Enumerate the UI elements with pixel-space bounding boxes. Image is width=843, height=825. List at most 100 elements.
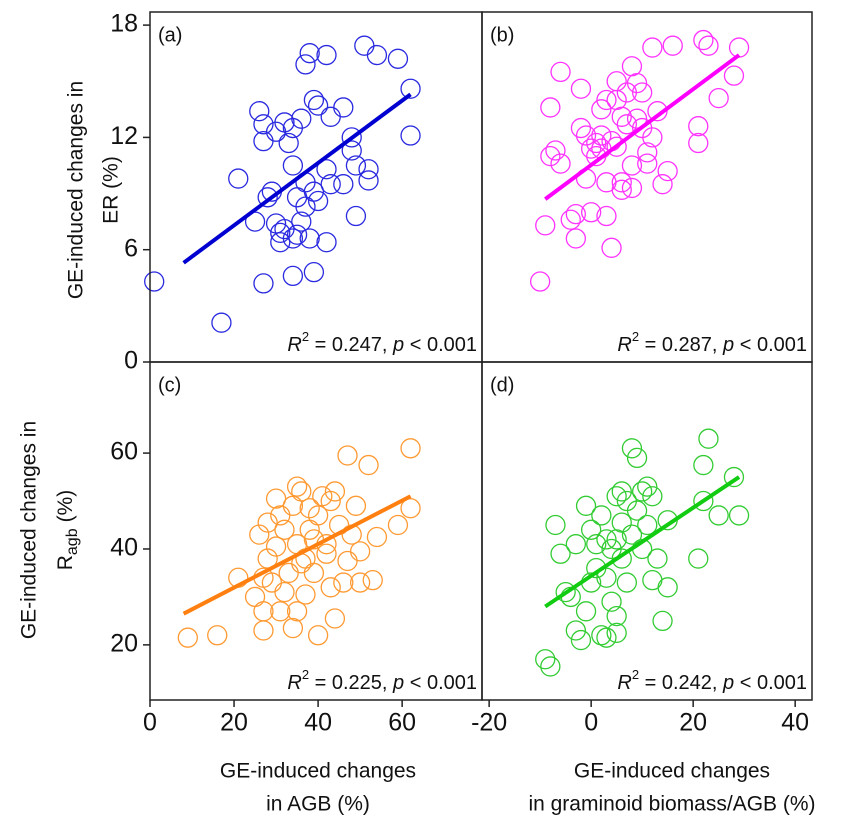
y-tick-label: 0: [124, 347, 138, 375]
point: [316, 159, 337, 180]
point: [253, 601, 274, 622]
y-axis-label: Ragb (%): [54, 490, 82, 571]
point: [591, 625, 612, 646]
point: [253, 130, 274, 152]
panel-label: (b): [490, 24, 514, 46]
x-tick-label: -20: [471, 709, 507, 737]
point: [316, 232, 337, 253]
point: [586, 534, 607, 555]
point: [565, 620, 586, 641]
point: [632, 481, 653, 502]
point: [278, 562, 299, 584]
point: [688, 132, 709, 154]
point: [282, 617, 304, 639]
point: [362, 569, 383, 591]
stat-annotation-part: p: [722, 334, 734, 356]
point: [596, 205, 617, 227]
point: [611, 512, 632, 533]
point: [657, 577, 678, 598]
point: [606, 89, 627, 111]
stat-annotation-part: 2: [632, 667, 639, 682]
point: [621, 524, 643, 545]
point: [286, 224, 308, 245]
point: [211, 312, 232, 333]
stat-annotation-part: p: [392, 672, 404, 694]
point: [575, 495, 597, 516]
point: [282, 155, 304, 176]
point: [580, 202, 602, 223]
point: [565, 203, 586, 225]
point: [601, 237, 622, 258]
point: [337, 445, 358, 466]
point: [652, 610, 673, 632]
point: [400, 125, 421, 146]
point: [580, 519, 602, 540]
point: [320, 490, 341, 512]
point: [637, 476, 658, 497]
stat-annotation: R2 = 0.242, p < 0.001: [617, 667, 807, 694]
point: [295, 584, 316, 605]
point: [286, 601, 308, 622]
point: [253, 114, 274, 135]
x-tick-label: 40: [781, 709, 809, 737]
x-tick-label: 0: [143, 709, 157, 737]
point: [611, 179, 632, 200]
point: [345, 495, 367, 516]
point: [596, 172, 617, 193]
stat-annotation-part: R: [617, 672, 631, 694]
panel-frame: [481, 361, 813, 701]
point: [591, 99, 612, 120]
x-axis-label: GE-induced changes: [574, 760, 770, 783]
y-axis-label-part: R: [54, 555, 77, 570]
point: [291, 211, 312, 232]
stat-annotation-part: R: [287, 334, 301, 356]
point: [228, 168, 249, 189]
point: [545, 514, 566, 536]
x-axis-label: GE-induced changes: [220, 760, 416, 783]
x-tick-label: 40: [304, 709, 332, 737]
point: [316, 543, 337, 564]
point: [303, 181, 325, 202]
point: [596, 627, 617, 648]
point: [274, 581, 295, 603]
point: [591, 505, 612, 526]
x-tick-label: 0: [584, 709, 598, 737]
point: [307, 505, 329, 526]
panel-frame: [481, 11, 813, 363]
point: [616, 572, 638, 593]
point: [320, 106, 341, 127]
point: [626, 500, 648, 521]
y-axis-label: ER (%): [100, 156, 123, 224]
point: [291, 108, 312, 129]
point: [606, 486, 627, 507]
point: [647, 101, 668, 122]
point: [560, 209, 581, 230]
fit-line: [182, 92, 412, 265]
point: [270, 222, 291, 244]
point: [693, 29, 714, 51]
stat-annotation-part: < 0.001: [404, 334, 477, 356]
point: [341, 140, 362, 161]
point: [253, 273, 274, 294]
point: [570, 629, 592, 651]
point: [637, 153, 658, 174]
point: [303, 89, 325, 111]
point: [358, 170, 379, 191]
point: [642, 569, 663, 591]
point: [249, 524, 270, 545]
point: [253, 620, 274, 641]
point: [688, 548, 709, 569]
y-tick-label: 6: [124, 234, 138, 262]
stat-annotation-part: < 0.001: [734, 334, 807, 356]
point: [555, 581, 576, 603]
y-axis-label: GE-induced changes in: [65, 81, 88, 299]
point: [303, 562, 325, 584]
point: [400, 438, 421, 459]
point: [586, 132, 607, 154]
panel-label: (d): [490, 374, 514, 396]
point: [723, 466, 745, 488]
panel-frame: [149, 361, 483, 701]
point: [316, 44, 337, 66]
point: [545, 140, 566, 161]
point: [708, 87, 729, 109]
